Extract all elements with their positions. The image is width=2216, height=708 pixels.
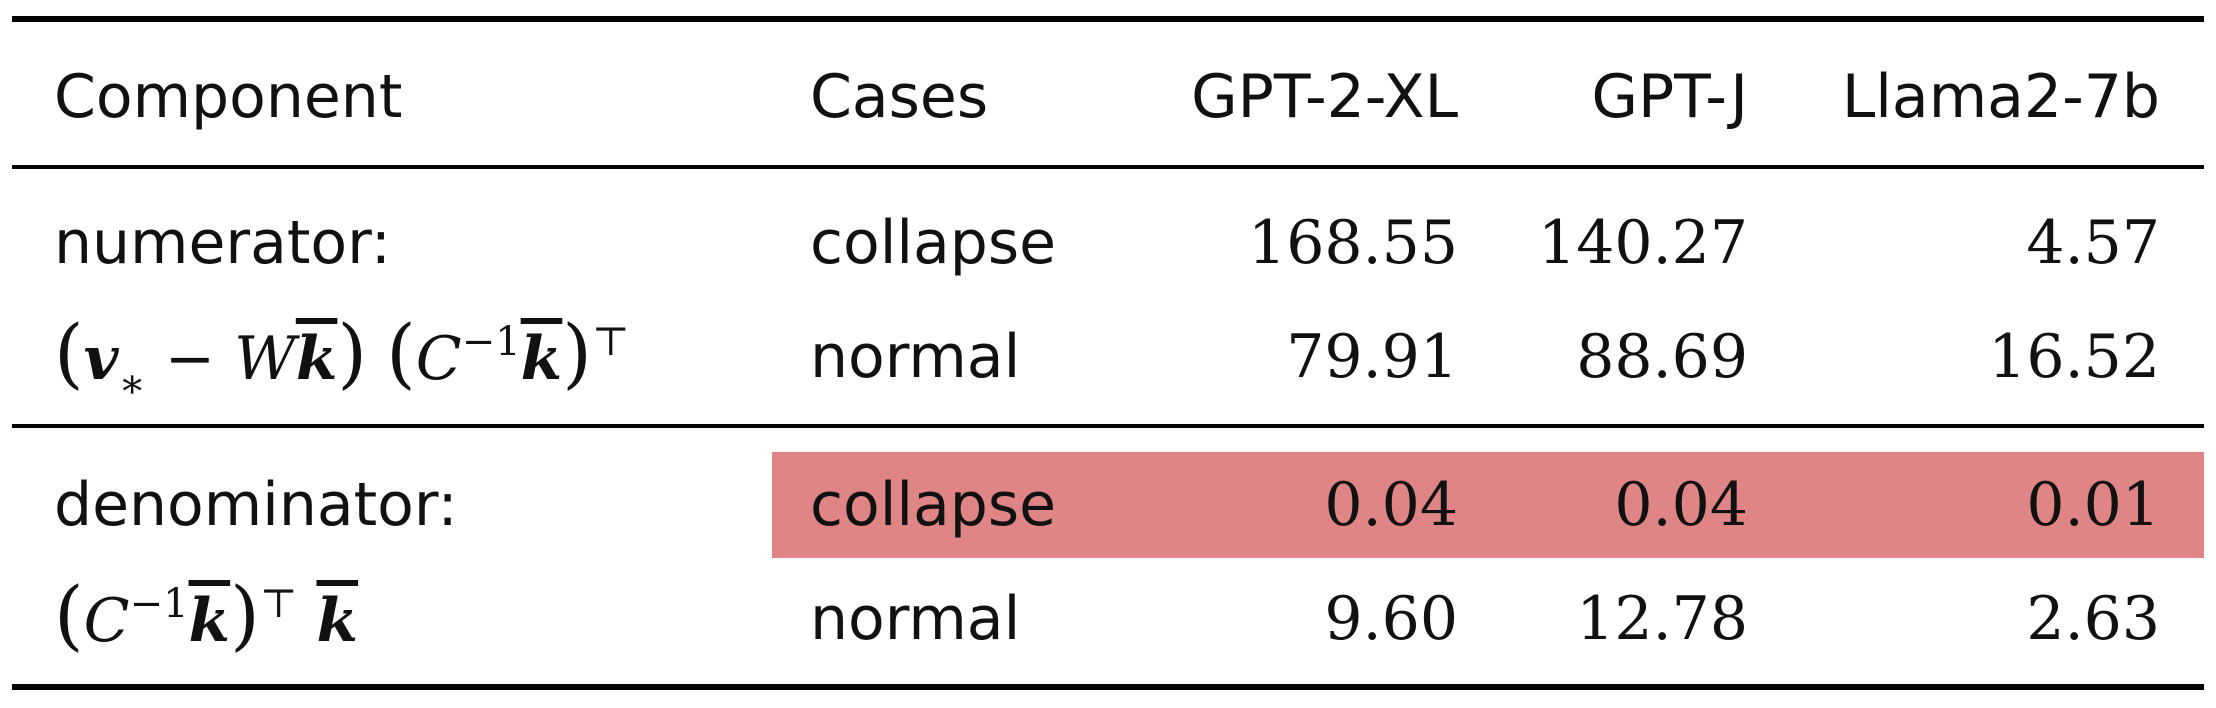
formula-k-second: k [520,324,563,394]
case-label: collapse [810,470,1057,540]
value-gptj: 140.27 [1538,208,1748,278]
case-label: normal [810,322,1021,392]
value-llama: 4.57 [2026,208,2160,278]
denominator-label: denominator: [54,470,458,540]
formula-transpose: ⊤ [591,319,630,365]
formula-transpose: ⊤ [259,581,298,627]
formula-star: ∗ [118,361,146,407]
case-label: collapse [810,208,1057,278]
value-gptj: 88.69 [1576,322,1748,392]
header-gpt2xl: GPT-2-XL [1191,62,1458,132]
header-cases: Cases [810,62,989,132]
denominator-formula: (C−1k)⊤ k [54,570,359,659]
numerator-label: numerator: [54,208,391,278]
header-component: Component [54,62,403,132]
value-gpt2xl: 0.04 [1324,470,1458,540]
value-gpt2xl: 9.60 [1324,584,1458,654]
formula-inverse: −1 [461,319,521,365]
formula-k: k [188,586,231,656]
formula-inverse: −1 [129,581,189,627]
top-rule [12,16,2204,22]
value-gptj: 12.78 [1576,584,1748,654]
value-llama: 0.01 [2026,470,2160,540]
formula-minus: − [145,324,235,394]
header-rule [12,165,2204,169]
formula-c: C [415,324,462,394]
formula-w: W [234,324,296,394]
header-llama: Llama2-7b [1841,62,2160,132]
value-llama: 2.63 [2026,584,2160,654]
formula-k-second: k [316,586,359,656]
header-gptj: GPT-J [1591,62,1748,132]
value-gptj: 0.04 [1614,470,1748,540]
case-label: normal [810,584,1021,654]
formula-k: k [295,324,338,394]
bottom-rule [12,684,2204,690]
group-divider-rule [12,424,2204,428]
value-llama: 16.52 [1988,322,2160,392]
formula-c: C [83,586,130,656]
highlighted-row-background [772,452,2204,558]
numerator-formula: (v∗ − Wk) (C−1k)⊤ [54,308,630,407]
value-gpt2xl: 168.55 [1248,208,1458,278]
value-gpt2xl: 79.91 [1286,322,1458,392]
formula-v: v [83,324,119,394]
